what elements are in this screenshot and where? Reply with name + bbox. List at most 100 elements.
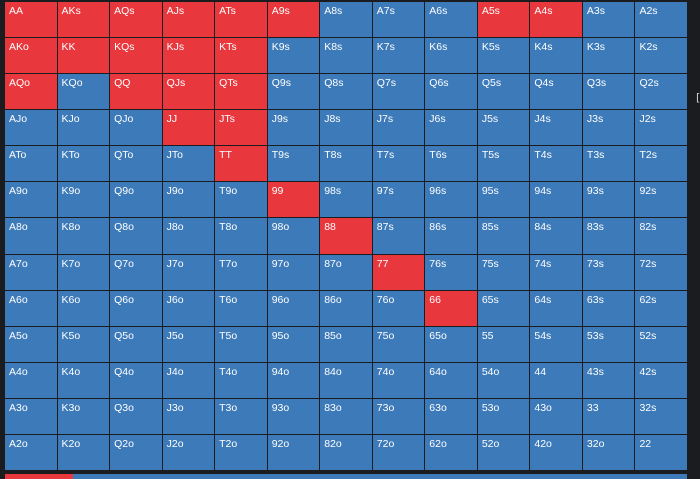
hand-cell[interactable]: 54s <box>530 326 582 362</box>
hand-cell[interactable]: Q7s <box>372 74 425 110</box>
hand-cell[interactable]: Q7o <box>110 254 162 290</box>
hand-cell[interactable]: 43o <box>530 398 582 434</box>
hand-cell[interactable]: 22 <box>635 434 687 470</box>
hand-cell[interactable]: K3o <box>57 398 110 434</box>
hand-cell[interactable]: 98s <box>320 182 372 218</box>
hand-cell[interactable]: 52s <box>635 326 687 362</box>
hand-cell[interactable]: T4o <box>215 362 267 398</box>
hand-cell[interactable]: Q3o <box>110 398 162 434</box>
hand-cell[interactable]: 84s <box>530 218 582 254</box>
hand-cell[interactable]: Q2o <box>110 434 162 470</box>
hand-cell[interactable]: ATo <box>5 146 57 182</box>
hand-cell[interactable]: Q5o <box>110 326 162 362</box>
hand-cell[interactable]: J7o <box>162 254 215 290</box>
hand-cell[interactable]: Q6s <box>425 74 477 110</box>
hand-cell[interactable]: 33 <box>582 398 635 434</box>
hand-cell[interactable]: A6s <box>425 2 477 38</box>
hand-cell[interactable]: QJo <box>110 110 162 146</box>
hand-cell[interactable]: ATs <box>215 2 267 38</box>
hand-cell[interactable]: JTo <box>162 146 215 182</box>
hand-cell[interactable]: 62o <box>425 434 477 470</box>
hand-cell[interactable]: TT <box>215 146 267 182</box>
hand-cell[interactable]: J8s <box>320 110 372 146</box>
hand-cell[interactable]: A8o <box>5 218 57 254</box>
hand-cell[interactable]: 63o <box>425 398 477 434</box>
hand-cell[interactable]: QJs <box>162 74 215 110</box>
hand-cell[interactable]: Q9s <box>267 74 320 110</box>
hand-cell[interactable]: AKo <box>5 38 57 74</box>
hand-cell[interactable]: 82s <box>635 218 687 254</box>
hand-cell[interactable]: 52o <box>477 434 530 470</box>
hand-cell[interactable]: 73s <box>582 254 635 290</box>
hand-cell[interactable]: 74s <box>530 254 582 290</box>
hand-cell[interactable]: 76s <box>425 254 477 290</box>
hand-cell[interactable]: KQs <box>110 38 162 74</box>
hand-cell[interactable]: AA <box>5 2 57 38</box>
hand-cell[interactable]: J6o <box>162 290 215 326</box>
hand-cell[interactable]: J4s <box>530 110 582 146</box>
hand-cell[interactable]: A3o <box>5 398 57 434</box>
hand-cell[interactable]: 73o <box>372 398 425 434</box>
hand-cell[interactable]: K4s <box>530 38 582 74</box>
hand-cell[interactable]: 97o <box>267 254 320 290</box>
hand-cell[interactable]: 42s <box>635 362 687 398</box>
hand-cell[interactable]: J2o <box>162 434 215 470</box>
hand-cell[interactable]: 74o <box>372 362 425 398</box>
hand-cell[interactable]: A3s <box>582 2 635 38</box>
hand-cell[interactable]: Q4s <box>530 74 582 110</box>
hand-cell[interactable]: K2o <box>57 434 110 470</box>
hand-cell[interactable]: 95s <box>477 182 530 218</box>
hand-cell[interactable]: AJs <box>162 2 215 38</box>
hand-cell[interactable]: 97s <box>372 182 425 218</box>
hand-cell[interactable]: K6o <box>57 290 110 326</box>
hand-cell[interactable]: 83s <box>582 218 635 254</box>
hand-cell[interactable]: Q5s <box>477 74 530 110</box>
hand-cell[interactable]: 64s <box>530 290 582 326</box>
hand-cell[interactable]: 85s <box>477 218 530 254</box>
hand-cell[interactable]: 86o <box>320 290 372 326</box>
hand-cell[interactable]: 54o <box>477 362 530 398</box>
hand-cell[interactable]: J6s <box>425 110 477 146</box>
hand-cell[interactable]: 44 <box>530 362 582 398</box>
hand-cell[interactable]: J5o <box>162 326 215 362</box>
hand-cell[interactable]: QTo <box>110 146 162 182</box>
hand-cell[interactable]: 77 <box>372 254 425 290</box>
hand-cell[interactable]: 82o <box>320 434 372 470</box>
hand-cell[interactable]: K7o <box>57 254 110 290</box>
hand-cell[interactable]: 62s <box>635 290 687 326</box>
hand-cell[interactable]: 96s <box>425 182 477 218</box>
hand-cell[interactable]: K2s <box>635 38 687 74</box>
hand-cell[interactable]: 96o <box>267 290 320 326</box>
hand-cell[interactable]: 84o <box>320 362 372 398</box>
hand-cell[interactable]: 94s <box>530 182 582 218</box>
hand-cell[interactable]: T2s <box>635 146 687 182</box>
hand-cell[interactable]: T4s <box>530 146 582 182</box>
hand-cell[interactable]: 93o <box>267 398 320 434</box>
hand-cell[interactable]: T6s <box>425 146 477 182</box>
hand-cell[interactable]: A9o <box>5 182 57 218</box>
hand-cell[interactable]: A2o <box>5 434 57 470</box>
hand-cell[interactable]: T8s <box>320 146 372 182</box>
hand-cell[interactable]: A7o <box>5 254 57 290</box>
hand-cell[interactable]: 32s <box>635 398 687 434</box>
hand-cell[interactable]: QQ <box>110 74 162 110</box>
hand-cell[interactable]: K5o <box>57 326 110 362</box>
hand-cell[interactable]: K9s <box>267 38 320 74</box>
hand-cell[interactable]: 87o <box>320 254 372 290</box>
hand-cell[interactable]: T6o <box>215 290 267 326</box>
hand-cell[interactable]: Q2s <box>635 74 687 110</box>
hand-cell[interactable]: 65s <box>477 290 530 326</box>
hand-cell[interactable]: 75s <box>477 254 530 290</box>
hand-cell[interactable]: 95o <box>267 326 320 362</box>
hand-cell[interactable]: Q8s <box>320 74 372 110</box>
hand-cell[interactable]: A8s <box>320 2 372 38</box>
hand-cell[interactable]: 53o <box>477 398 530 434</box>
hand-cell[interactable]: A4s <box>530 2 582 38</box>
hand-cell[interactable]: 72o <box>372 434 425 470</box>
hand-cell[interactable]: Q4o <box>110 362 162 398</box>
hand-cell[interactable]: Q8o <box>110 218 162 254</box>
hand-cell[interactable]: KTo <box>57 146 110 182</box>
hand-cell[interactable]: K8o <box>57 218 110 254</box>
hand-cell[interactable]: J3s <box>582 110 635 146</box>
hand-cell[interactable]: J4o <box>162 362 215 398</box>
